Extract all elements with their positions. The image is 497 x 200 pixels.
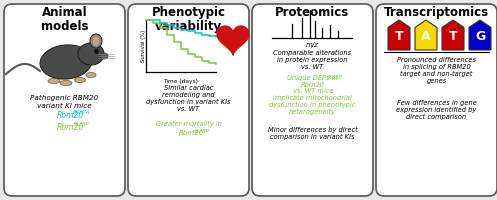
Ellipse shape [90, 34, 102, 48]
Text: T: T [449, 30, 457, 44]
Text: S635P: S635P [192, 129, 209, 134]
Text: Rbm20: Rbm20 [57, 111, 84, 120]
Ellipse shape [92, 36, 99, 46]
Text: R637A: R637A [73, 110, 90, 115]
FancyBboxPatch shape [252, 4, 373, 196]
Ellipse shape [86, 72, 96, 77]
Text: Rbm20: Rbm20 [178, 130, 204, 136]
Text: Animal
models: Animal models [41, 6, 88, 33]
Text: Proteomics: Proteomics [275, 6, 349, 19]
Polygon shape [442, 20, 464, 50]
Text: Greater mortality in: Greater mortality in [156, 121, 222, 127]
Text: Survival (%): Survival (%) [141, 30, 146, 62]
Polygon shape [469, 20, 491, 50]
Text: Unique DEPs in
Rbm20: Unique DEPs in Rbm20 [287, 75, 338, 88]
Polygon shape [388, 20, 410, 50]
Text: m/z: m/z [306, 42, 319, 48]
Ellipse shape [40, 45, 92, 79]
FancyBboxPatch shape [4, 4, 125, 196]
Text: Pathogenic RBM20
variant KI mice: Pathogenic RBM20 variant KI mice [30, 95, 98, 109]
Text: T: T [395, 30, 403, 44]
Text: Pronounced differences
in splicing of RBM20
target and non-target
genes: Pronounced differences in splicing of RB… [397, 57, 476, 84]
Ellipse shape [78, 43, 104, 65]
Ellipse shape [75, 77, 85, 82]
Ellipse shape [60, 80, 72, 86]
Text: A: A [421, 30, 431, 44]
Ellipse shape [100, 53, 108, 59]
Text: Similar cardiac
remodeling and
dysfunction in variant KIs
vs. WT: Similar cardiac remodeling and dysfuncti… [146, 85, 231, 112]
FancyBboxPatch shape [128, 4, 249, 196]
Text: S635P: S635P [73, 122, 89, 127]
Text: Comparable alterations
in protein expression
vs. WT: Comparable alterations in protein expres… [273, 50, 351, 70]
Ellipse shape [48, 78, 60, 84]
Polygon shape [217, 26, 249, 55]
Text: G: G [475, 30, 485, 44]
Text: vs. WT mice
implicate mitochondrial
dysfunction in phenotypic
heterogeneity: vs. WT mice implicate mitochondrial dysf… [269, 88, 356, 115]
Polygon shape [415, 20, 437, 50]
Text: Few differences in gene
expression identified by
direct comparison: Few differences in gene expression ident… [397, 100, 477, 120]
Text: Phenotypic
variability: Phenotypic variability [152, 6, 226, 33]
Text: Time (days): Time (days) [164, 79, 198, 84]
Text: S635P: S635P [327, 75, 342, 80]
FancyBboxPatch shape [376, 4, 497, 196]
Text: Rbm20: Rbm20 [57, 123, 84, 132]
Text: Minor differences by direct
comparison in variant KIs: Minor differences by direct comparison i… [267, 127, 357, 140]
Text: Transcriptomics: Transcriptomics [384, 6, 489, 19]
